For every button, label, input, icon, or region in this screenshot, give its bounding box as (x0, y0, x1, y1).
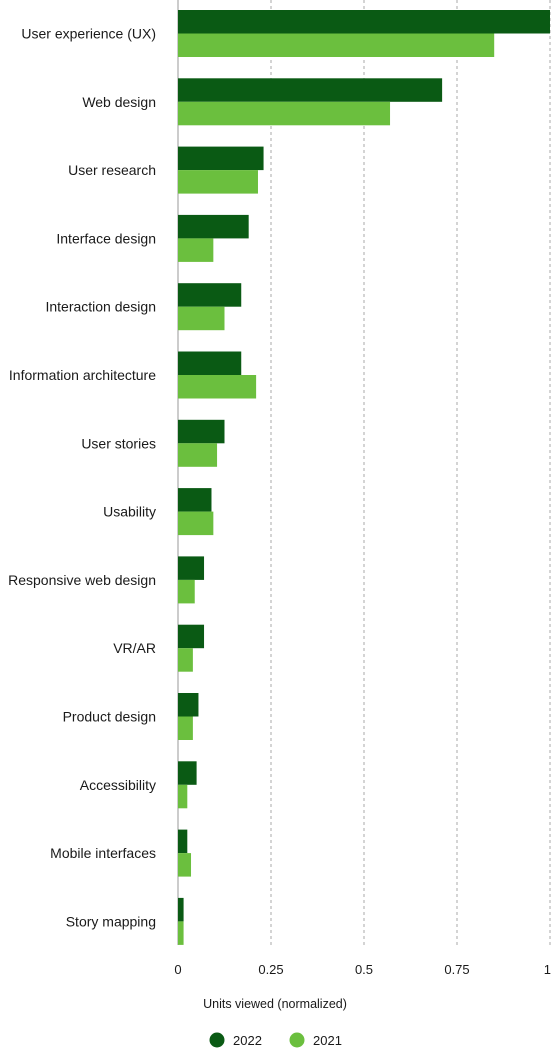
bar-2022 (178, 78, 443, 102)
x-tick-label: 0.25 (258, 962, 283, 977)
category-labels: User experience (UX) Web design User resea… (8, 26, 156, 930)
bar-2021 (178, 921, 184, 945)
legend-label-2021: 2021 (313, 1033, 342, 1048)
bar-2022 (178, 624, 205, 649)
bar-2021 (178, 648, 193, 672)
legend-swatch-2021 (289, 1032, 305, 1048)
bars (178, 10, 550, 945)
bar-2022 (178, 146, 264, 171)
bar-2022 (178, 829, 188, 854)
bar-2022 (178, 556, 205, 580)
x-axis-title: Units viewed (normalized) (203, 997, 347, 1011)
bar-2021 (178, 375, 257, 399)
bar-2021 (178, 306, 225, 331)
bar-2022 (178, 283, 242, 307)
bar-2021 (178, 33, 495, 57)
bar-2022 (178, 351, 242, 375)
bar-2021 (178, 170, 258, 194)
category-label: Product design (63, 709, 156, 725)
bar-2021 (178, 716, 193, 740)
category-label: VR/AR (113, 640, 156, 656)
bar-2021 (178, 784, 188, 809)
x-tick-label: 1 (544, 962, 551, 977)
legend-label-2022: 2022 (233, 1033, 262, 1048)
bar-2022 (178, 761, 197, 785)
bar-2022 (178, 488, 212, 512)
category-label: Accessibility (80, 777, 156, 793)
category-label: User research (68, 162, 156, 178)
category-label: Interface design (56, 230, 156, 246)
category-label: User experience (UX) (21, 26, 156, 42)
grid-lines (177, 0, 551, 945)
bar-2022 (178, 693, 199, 717)
x-tick-label: 0.75 (444, 962, 469, 977)
bar-2021 (178, 238, 214, 262)
category-label: Responsive web design (8, 572, 156, 588)
bar-2021 (178, 579, 195, 604)
x-tick-labels: 0 0.25 0.5 0.75 1 (174, 962, 551, 977)
x-tick-label: 0.5 (355, 962, 373, 977)
category-label: User stories (81, 435, 156, 451)
legend: 2022 2021 (209, 1032, 342, 1048)
x-tick-label: 0 (174, 962, 181, 977)
bar-2021 (178, 101, 391, 126)
bar-2021 (178, 511, 214, 536)
bar-2022 (178, 897, 184, 922)
bar-2021 (178, 853, 192, 877)
bar-2021 (178, 443, 218, 467)
legend-swatch-2022 (209, 1032, 225, 1048)
category-label: Mobile interfaces (50, 845, 156, 861)
bar-2022 (178, 10, 550, 34)
category-label: Usability (103, 504, 156, 520)
category-label: Information architecture (9, 367, 156, 383)
bar-2022 (178, 419, 225, 444)
bar-2022 (178, 214, 249, 239)
category-label: Story mapping (66, 913, 156, 929)
category-label: Web design (82, 94, 156, 110)
category-label: Interaction design (45, 299, 156, 315)
